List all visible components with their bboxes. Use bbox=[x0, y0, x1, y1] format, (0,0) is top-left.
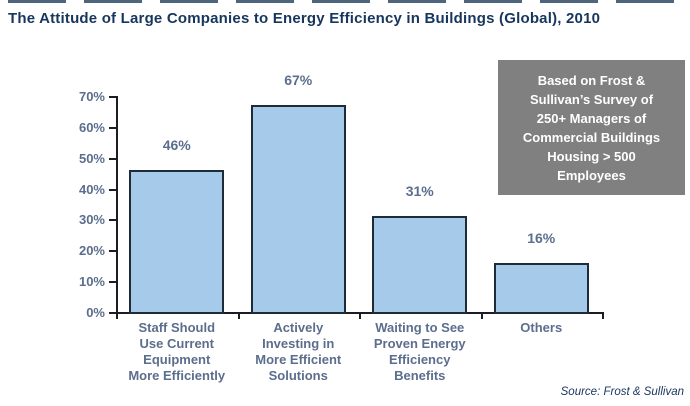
x-axis bbox=[116, 312, 604, 314]
y-tick-label: 20% bbox=[78, 243, 105, 259]
callout-box: Based on Frost & Sullivan’s Survey of 25… bbox=[498, 60, 685, 195]
bar-value-label: 46% bbox=[162, 137, 191, 154]
y-tick-mark bbox=[109, 219, 116, 222]
y-tick-label: 50% bbox=[78, 150, 105, 166]
y-tick-mark bbox=[109, 157, 116, 160]
y-tick-mark bbox=[109, 281, 116, 284]
callout-text: Based on Frost & Sullivan’s Survey of 25… bbox=[522, 73, 661, 183]
y-tick-mark bbox=[109, 126, 116, 129]
y-tick-label: 60% bbox=[78, 119, 105, 135]
x-category-label: Staff Should Use Current Equipment More … bbox=[128, 320, 226, 383]
x-category-label: Actively Investing in More Efficient Sol… bbox=[255, 320, 342, 383]
x-tick-mark bbox=[359, 314, 361, 319]
bar bbox=[372, 216, 468, 314]
y-axis bbox=[116, 96, 118, 314]
bar bbox=[129, 170, 225, 314]
x-tick-mark bbox=[480, 314, 483, 319]
y-tick-mark bbox=[109, 96, 116, 98]
bar-value-label: 31% bbox=[405, 183, 434, 200]
y-tick-label: 70% bbox=[78, 89, 105, 104]
x-category-label: Waiting to See Proven Energy Efficiency … bbox=[373, 320, 466, 383]
bar-value-label: 16% bbox=[527, 229, 556, 246]
y-tick-mark bbox=[109, 188, 116, 191]
page-title: The Attitude of Large Companies to Energ… bbox=[8, 10, 601, 27]
y-tick-label: 0% bbox=[86, 305, 105, 320]
x-tick-mark bbox=[116, 314, 118, 319]
y-tick-label: 40% bbox=[78, 181, 105, 197]
y-tick-label: 30% bbox=[78, 212, 105, 228]
x-tick-mark bbox=[602, 314, 604, 319]
y-tick-mark bbox=[109, 312, 116, 314]
bar bbox=[250, 105, 346, 314]
y-tick-mark bbox=[109, 250, 116, 253]
y-tick-label: 10% bbox=[78, 274, 105, 290]
bar bbox=[493, 262, 589, 314]
source-note: Source: Frost & Sullivan bbox=[560, 386, 684, 398]
top-crop-line bbox=[8, 0, 684, 3]
bar-value-label: 67% bbox=[284, 72, 313, 89]
x-category-label: Others bbox=[520, 320, 563, 335]
x-tick-mark bbox=[237, 314, 240, 319]
